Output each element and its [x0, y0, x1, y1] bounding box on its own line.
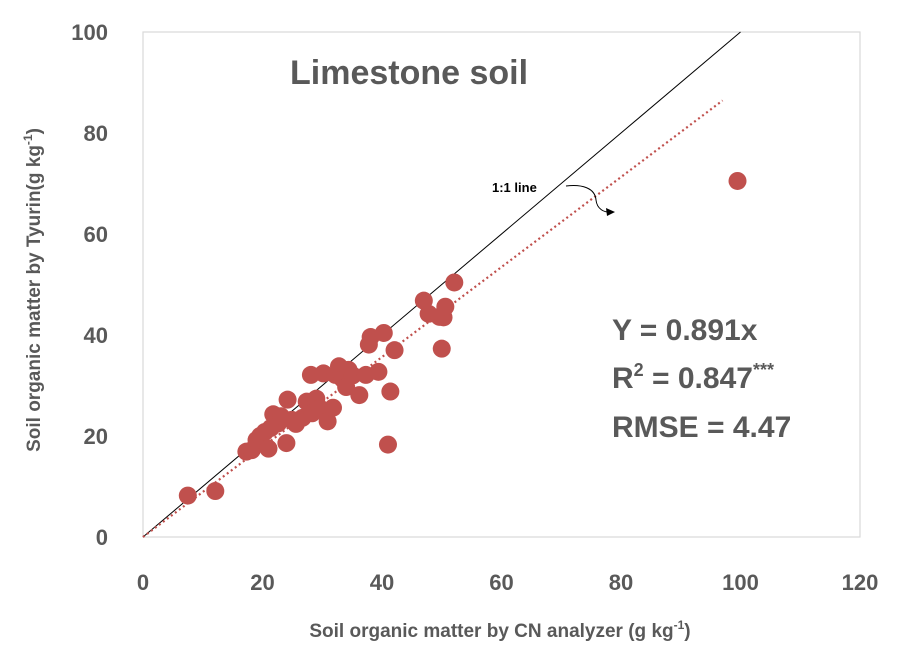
regression-equation: Y = 0.891x	[612, 314, 758, 347]
data-point	[436, 297, 455, 316]
y-tick-label: 60	[84, 222, 108, 247]
x-tick-label: 120	[842, 570, 879, 595]
x-axis-label: Soil organic matter by CN analyzer (g kg…	[309, 618, 690, 642]
y-axis-label-end: )	[24, 128, 45, 134]
data-points	[178, 171, 747, 505]
x-tick-label: 80	[609, 570, 633, 595]
data-point	[343, 366, 362, 385]
chart-title: Limestone soil	[290, 54, 528, 92]
x-axis-label-sup: -1	[674, 618, 685, 632]
r-squared: R2 = 0.847***	[612, 360, 774, 395]
regression-fit-line	[142, 99, 724, 538]
annotation-arrow	[565, 185, 613, 213]
data-point	[381, 382, 400, 401]
y-axis-label-text: Soil organic matter by Tyurin(g kg	[24, 145, 45, 452]
data-point	[278, 390, 297, 409]
r-squared-letter: R	[612, 362, 634, 395]
y-tick-label: 80	[84, 121, 108, 146]
y-tick-label: 40	[84, 323, 108, 348]
data-point	[318, 412, 337, 431]
x-tick-label: 0	[137, 570, 149, 595]
data-point	[259, 439, 278, 458]
x-tick-label: 20	[250, 570, 274, 595]
data-point	[178, 486, 197, 505]
annotation-arrowhead	[606, 208, 615, 216]
data-point	[378, 435, 397, 454]
data-point	[374, 323, 393, 342]
data-point	[277, 434, 296, 453]
plot-area	[142, 31, 861, 538]
y-axis-label-sup: -1	[21, 134, 35, 145]
data-point	[310, 399, 329, 418]
y-tick-label: 20	[84, 424, 108, 449]
y-tick-label: 100	[71, 20, 108, 45]
data-point	[432, 339, 451, 358]
x-tick-label: 100	[722, 570, 759, 595]
data-point	[369, 362, 388, 381]
data-point	[206, 482, 225, 501]
data-point	[385, 341, 404, 360]
data-point	[728, 171, 747, 190]
x-axis-ticks: 0 20 40 60 80 100 120	[137, 570, 878, 595]
x-axis-label-text: Soil organic matter by CN analyzer (g kg	[309, 621, 673, 642]
x-axis-label-end: )	[684, 621, 690, 642]
x-tick-label: 40	[370, 570, 394, 595]
rmse: RMSE = 4.47	[612, 411, 791, 444]
one-to-one-label: 1:1 line	[492, 180, 537, 195]
data-point	[445, 273, 464, 292]
x-tick-label: 60	[489, 570, 513, 595]
y-tick-label: 0	[96, 525, 108, 550]
y-axis-label: Soil organic matter by Tyurin(g kg-1)	[21, 128, 45, 452]
significance-stars: ***	[753, 360, 774, 380]
fit-line-path	[142, 99, 724, 538]
r-squared-exponent: 2	[634, 360, 644, 380]
data-point	[324, 398, 343, 417]
data-point	[350, 386, 369, 405]
r-squared-value: = 0.847	[644, 362, 753, 395]
y-axis-ticks: 0 20 40 60 80 100	[71, 20, 108, 550]
